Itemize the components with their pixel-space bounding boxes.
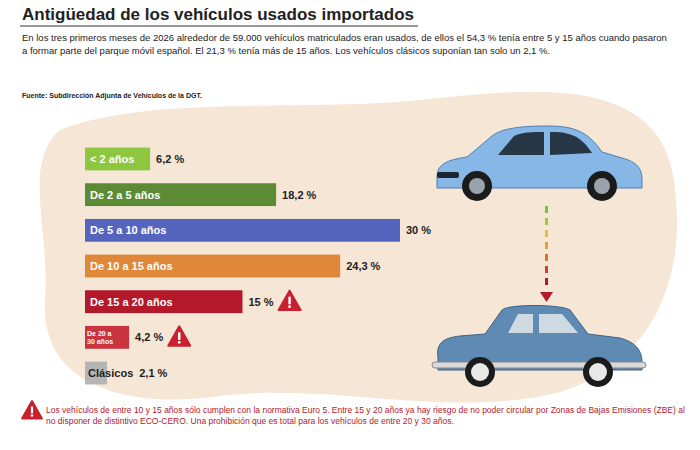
warning-mark: [178, 332, 180, 340]
category-label: Clásicos: [88, 367, 133, 379]
arrow-dash: [545, 230, 548, 237]
car-wheel: [462, 171, 492, 201]
labels: < 2 años 6,2 % De 2 a 5 años 18,2 % De 5 a 1…: [87, 153, 431, 379]
background-blob: [40, 92, 677, 403]
category-label: De 15 a 20 años: [90, 296, 173, 308]
arrow-dash: [545, 218, 548, 225]
car-grille: [437, 172, 459, 178]
bar: [85, 326, 129, 349]
value-label: 30 %: [406, 224, 431, 236]
subtitle: En los tres primeros meses de 2026 alred…: [22, 32, 667, 56]
chart: Antigüedad de los vehículos usados impor…: [0, 0, 700, 450]
bar: [85, 183, 276, 206]
category-label: De 20 a30 años: [87, 330, 113, 345]
warning-mark: [288, 305, 291, 308]
value-label: 18,2 %: [282, 189, 316, 201]
value-label: 24,3 %: [346, 260, 380, 272]
car-rim: [589, 363, 607, 381]
category-label: De 10 a 15 años: [90, 260, 173, 272]
bar: [85, 290, 243, 313]
car-bumper: [432, 362, 646, 368]
warning-icon: [22, 401, 42, 418]
text-line: no disponer de distintivo ECO-CERO. Una …: [46, 416, 454, 426]
text-line: En los tres primeros meses de 2026 alred…: [22, 32, 667, 43]
car-window: [550, 132, 592, 155]
category-label: De 5 a 10 años: [90, 224, 166, 236]
bar: [85, 255, 340, 278]
car-window: [508, 314, 533, 333]
bar: [85, 219, 400, 242]
arrow-dash: [545, 266, 548, 273]
car-rim: [469, 178, 485, 194]
car-window: [498, 132, 544, 155]
warning-triangle: [279, 291, 301, 310]
arrow-dash: [545, 254, 548, 261]
arrow-dash: [545, 206, 548, 213]
car-wheel: [465, 357, 495, 387]
bars: [85, 148, 400, 385]
background: [0, 0, 700, 450]
warning-mark: [288, 297, 290, 305]
text-line: a formar parte del parque móvil español.…: [22, 45, 550, 56]
value-label: 4,2 %: [135, 331, 163, 343]
warning-triangle: [22, 401, 42, 418]
arrow-head: [540, 292, 553, 302]
arrow: [540, 206, 553, 302]
warning-icon: [168, 326, 190, 345]
category-label: De 2 a 5 años: [90, 189, 160, 201]
car-wheel: [587, 171, 617, 201]
value-label: 6,2 %: [156, 153, 184, 165]
car-wheel: [583, 357, 613, 387]
modern-car: [437, 126, 642, 201]
warning-triangle: [168, 326, 190, 345]
arrow-dash: [545, 242, 548, 249]
car-body: [438, 306, 642, 371]
warning-mark: [31, 414, 34, 417]
category-label: < 2 años: [90, 153, 134, 165]
value-label: 15 %: [249, 296, 274, 308]
footnote: Los vehículos de entre 10 y 15 años sólo…: [46, 405, 685, 426]
text-line: De 20 a: [87, 330, 112, 337]
text-line: 30 años: [87, 338, 113, 345]
warning-mark: [178, 341, 181, 344]
car-window: [539, 314, 578, 333]
title-underline: [20, 26, 418, 27]
value-label: 2,1 %: [139, 367, 167, 379]
warning-icon: [279, 291, 301, 310]
old-car: [432, 306, 646, 388]
warning-mark: [31, 407, 33, 414]
bar: [85, 148, 150, 171]
source: Fuente: Subdirección Adjunta de Vehículo…: [22, 92, 202, 100]
arrow-dash: [545, 278, 548, 285]
car-rim: [594, 178, 610, 194]
title: Antigüedad de los vehículos usados impor…: [22, 5, 414, 24]
car-rim: [471, 363, 489, 381]
text-line: Los vehículos de entre 10 y 15 años sólo…: [46, 405, 685, 415]
